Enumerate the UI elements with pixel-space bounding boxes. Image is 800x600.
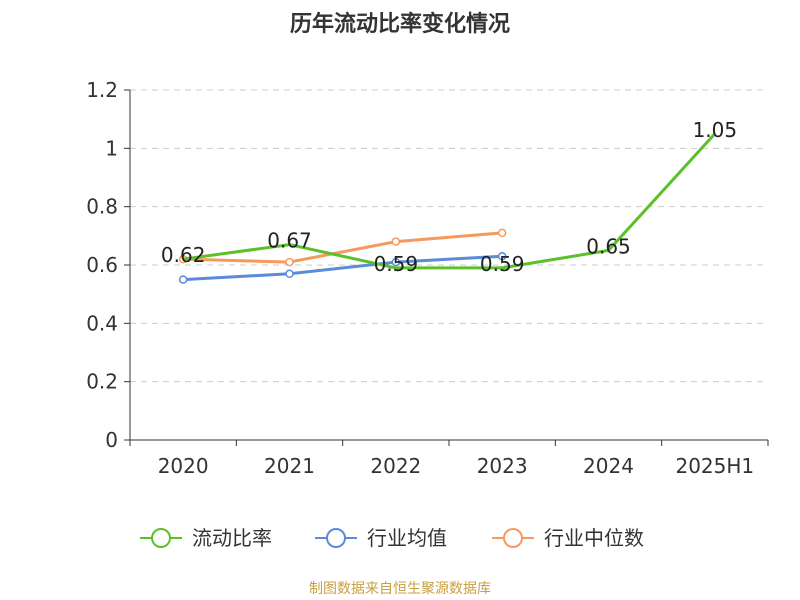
x-tick-label: 2021 bbox=[264, 454, 315, 478]
y-tick-label: 0 bbox=[105, 428, 118, 452]
x-tick-label: 2024 bbox=[583, 454, 634, 478]
y-tick-label: 1.2 bbox=[86, 78, 118, 102]
chart-title: 历年流动比率变化情况 bbox=[289, 12, 510, 37]
series-point bbox=[497, 228, 507, 238]
series-line bbox=[183, 254, 503, 282]
source-note: 制图数据来自恒生聚源数据库 bbox=[309, 581, 491, 597]
y-tick-label: 0.8 bbox=[86, 195, 118, 219]
legend-label: 行业中位数 bbox=[544, 526, 644, 550]
legend-marker-circle bbox=[326, 528, 346, 548]
x-tick-label: 2025H1 bbox=[675, 454, 754, 478]
data-label: 1.05 bbox=[693, 118, 738, 142]
y-tick-label: 0.6 bbox=[86, 253, 118, 277]
x-tick-label: 2022 bbox=[370, 454, 421, 478]
data-label: 0.59 bbox=[480, 252, 525, 276]
data-label: 0.67 bbox=[267, 229, 312, 253]
legend-marker-circle bbox=[151, 528, 171, 548]
data-labels: 0.62 0.67 0.59 0.59 0.65 1.05 bbox=[161, 118, 737, 276]
series-point bbox=[178, 275, 188, 284]
y-tick-label: 0.4 bbox=[86, 311, 118, 335]
series-point bbox=[285, 269, 294, 278]
y-tick-label: 1 bbox=[105, 136, 118, 160]
series-point bbox=[391, 257, 401, 267]
data-label: 0.59 bbox=[374, 252, 419, 276]
legend-label: 行业均值 bbox=[367, 526, 447, 550]
y-tick-label: 0.2 bbox=[86, 370, 118, 394]
axes: 0 0.2 0.4 0.6 0.8 1 1.2 2020 2021 2022 2023 2024 202… bbox=[86, 78, 769, 478]
series-point bbox=[391, 237, 401, 246]
series-point bbox=[497, 252, 507, 261]
legend-marker-circle bbox=[503, 528, 523, 548]
legend-label: 流动比率 bbox=[192, 526, 272, 550]
x-tick-label: 2020 bbox=[158, 454, 209, 478]
data-label: 0.62 bbox=[161, 243, 206, 267]
data-label: 0.65 bbox=[586, 234, 631, 258]
series-line bbox=[183, 231, 503, 264]
series-line bbox=[182, 132, 716, 270]
grid-lines bbox=[130, 89, 768, 383]
series-layer bbox=[178, 132, 716, 284]
x-tick-label: 2023 bbox=[477, 454, 528, 478]
legend: 流动比率 行业均值 行业中位数 bbox=[140, 526, 644, 550]
series-point bbox=[285, 257, 294, 267]
